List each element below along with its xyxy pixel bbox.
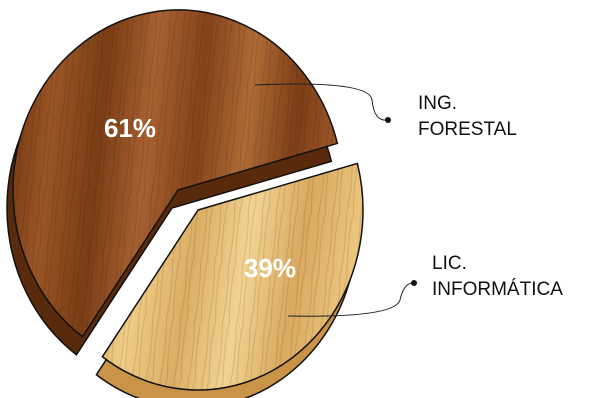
slice-grain: [102, 163, 363, 391]
slice-grain: [12, 9, 338, 337]
legend-label: INFORMÁTICA: [432, 279, 563, 300]
legend-label: ING.: [418, 93, 457, 114]
leader-line: [254, 83, 389, 121]
legend-label: FORESTAL: [418, 119, 517, 140]
value-label: 39%: [244, 253, 296, 283]
leader-dot: [385, 117, 391, 123]
leader-dot: [411, 280, 417, 286]
pie: 61% ING. FORESTAL 39% LIC. INFORMÁTICA: [6, 9, 563, 398]
legend-label: LIC.: [432, 253, 467, 274]
value-label: 61%: [104, 113, 156, 143]
leader-line: [287, 282, 415, 317]
